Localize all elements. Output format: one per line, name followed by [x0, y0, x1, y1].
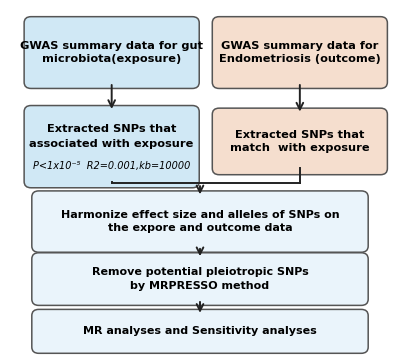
- Text: GWAS summary data for gut
microbiota(exposure): GWAS summary data for gut microbiota(exp…: [20, 41, 203, 64]
- Text: P<1x10⁻⁵  R2=0.001,kb=10000: P<1x10⁻⁵ R2=0.001,kb=10000: [33, 161, 190, 171]
- Text: Extracted SNPs that: Extracted SNPs that: [47, 124, 176, 134]
- FancyBboxPatch shape: [212, 17, 387, 89]
- FancyBboxPatch shape: [32, 253, 368, 305]
- FancyBboxPatch shape: [32, 191, 368, 252]
- Text: Extracted SNPs that
match  with exposure: Extracted SNPs that match with exposure: [230, 130, 370, 153]
- Text: Remove potential pleiotropic SNPs
by MRPRESSO method: Remove potential pleiotropic SNPs by MRP…: [92, 268, 308, 291]
- FancyBboxPatch shape: [24, 17, 199, 89]
- Text: associated with exposure: associated with exposure: [30, 139, 194, 149]
- Text: Harmonize effect size and alleles of SNPs on
the expore and outcome data: Harmonize effect size and alleles of SNP…: [61, 210, 339, 233]
- Text: GWAS summary data for
Endometriosis (outcome): GWAS summary data for Endometriosis (out…: [219, 41, 381, 64]
- FancyBboxPatch shape: [212, 108, 387, 175]
- FancyBboxPatch shape: [24, 106, 199, 188]
- FancyBboxPatch shape: [32, 309, 368, 353]
- Text: MR analyses and Sensitivity analyses: MR analyses and Sensitivity analyses: [83, 326, 317, 337]
